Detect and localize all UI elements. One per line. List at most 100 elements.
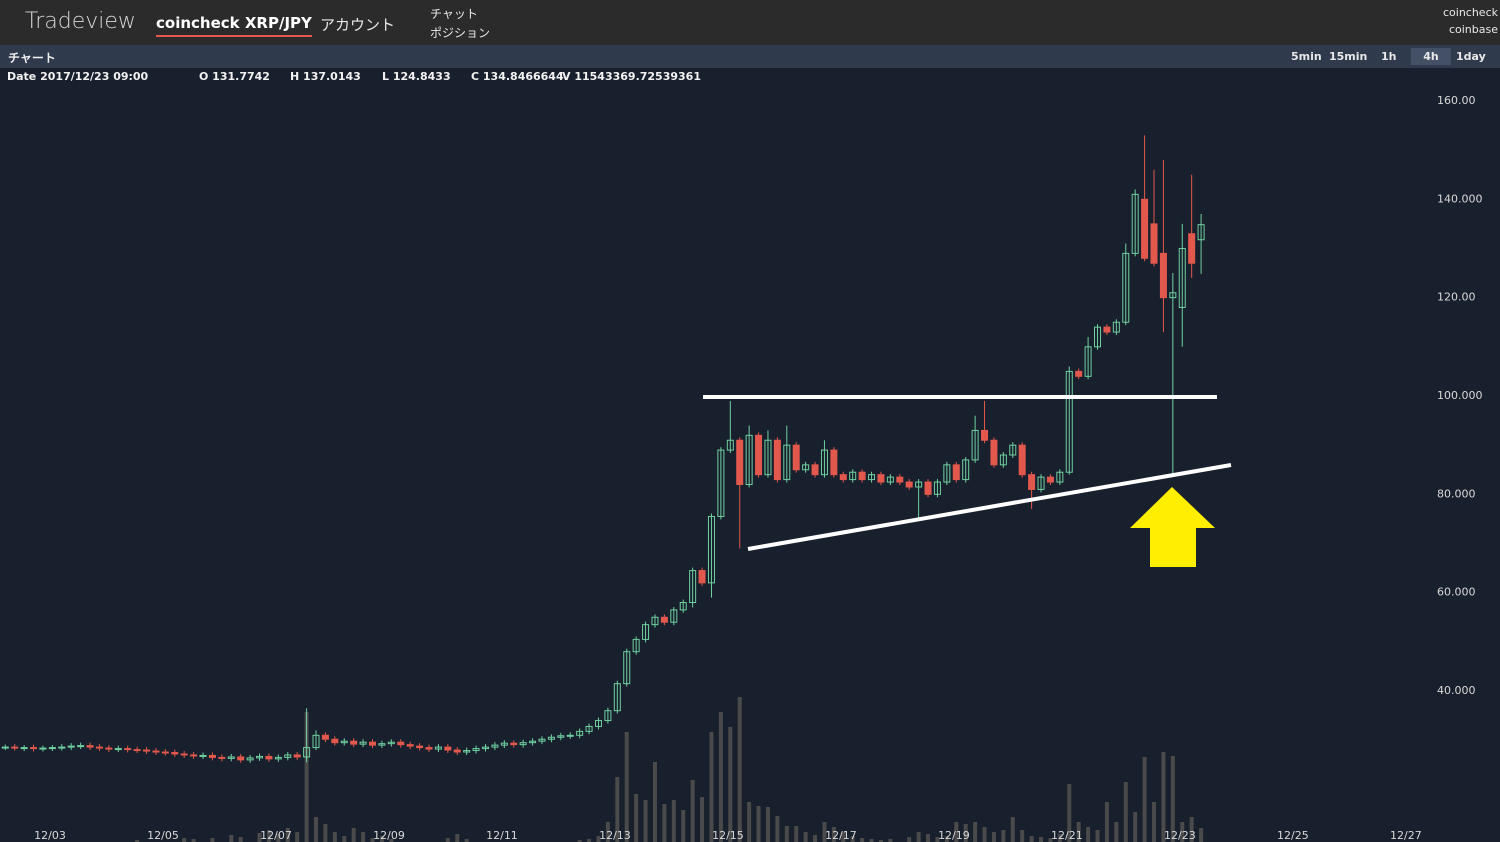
candle-body xyxy=(1103,326,1111,333)
volume-bar xyxy=(888,839,893,842)
account-tab[interactable]: アカウント xyxy=(320,16,396,34)
candle-body xyxy=(1018,444,1026,476)
candle-body xyxy=(199,754,207,757)
candle-body xyxy=(905,481,913,488)
candle-layer xyxy=(1,135,1205,763)
candle-body xyxy=(1150,223,1158,264)
volume-bar xyxy=(860,838,865,842)
volume-bar xyxy=(1104,802,1109,842)
candle-body xyxy=(378,743,386,746)
candle-body xyxy=(604,710,612,722)
candle-body xyxy=(642,624,650,640)
candle-body xyxy=(1046,476,1054,483)
candle-body xyxy=(557,735,565,738)
axis-layer: 40.000 60.000 80.000 100.000 120.00 140.000 16… xyxy=(34,94,1482,842)
candle-body xyxy=(77,745,85,748)
candle-body xyxy=(849,471,857,481)
candle-body xyxy=(952,464,960,481)
volume-bar xyxy=(700,797,705,842)
menu-item[interactable]: ポジション xyxy=(430,26,491,40)
support-line xyxy=(747,463,1232,551)
volume-bar xyxy=(615,777,620,842)
candle-body xyxy=(190,754,198,757)
interval-button[interactable]: 4h xyxy=(1411,48,1451,65)
y-tick-label: 100.000 xyxy=(1437,389,1483,402)
volume-bar xyxy=(1199,828,1204,842)
volume-bar xyxy=(690,780,695,842)
candle-body xyxy=(95,746,103,749)
volume-bar xyxy=(991,832,996,842)
volume-bar xyxy=(1114,822,1119,842)
candle-body xyxy=(679,602,687,611)
volume-bar xyxy=(634,794,639,842)
volume-bar xyxy=(238,837,243,842)
candle-body xyxy=(990,439,998,466)
volume-bar xyxy=(643,800,648,842)
interval-button[interactable]: 15min xyxy=(1329,50,1368,63)
candle-body xyxy=(943,464,951,483)
candle-body xyxy=(425,747,433,750)
info-open: O 131.7742 xyxy=(199,70,270,83)
volume-layer xyxy=(135,697,1204,842)
candle-body xyxy=(472,748,480,752)
top-bar: Tradeview coincheck XRP/JPY アカウント チャット ポ… xyxy=(0,0,1500,45)
candle-body xyxy=(369,741,377,746)
logo[interactable]: Tradeview xyxy=(25,9,136,34)
interval-button[interactable]: 1h xyxy=(1381,50,1397,63)
volume-bar xyxy=(351,828,356,842)
volume-bar xyxy=(1048,838,1053,842)
candle-body xyxy=(171,752,179,755)
volume-bar xyxy=(191,839,196,842)
candle-body xyxy=(30,747,38,750)
chart-toolbar: チャート 5min 15min 1h 4h 1day xyxy=(0,45,1500,68)
candle-body xyxy=(924,481,932,495)
volume-bar xyxy=(1076,822,1081,842)
candle-body xyxy=(444,746,452,751)
candle-body xyxy=(1197,224,1205,241)
candle-body xyxy=(246,757,254,761)
interval-button[interactable]: 1day xyxy=(1456,50,1486,63)
volume-bar xyxy=(671,800,676,842)
volume-bar xyxy=(295,832,300,842)
candle-body xyxy=(284,754,292,758)
interval-button[interactable]: 5min xyxy=(1291,50,1322,63)
exchange[interactable]: coinbase xyxy=(1448,23,1498,36)
volume-bar xyxy=(276,834,281,842)
volume-bar xyxy=(813,835,818,842)
candle-body xyxy=(143,749,151,752)
x-tick-label: 12/17 xyxy=(825,829,857,842)
candle-body xyxy=(1159,252,1167,299)
candle-body xyxy=(312,734,320,749)
exchange[interactable]: coincheck xyxy=(1442,6,1498,19)
volume-bar xyxy=(1123,782,1128,842)
volume-bar xyxy=(266,830,271,842)
candle-body xyxy=(623,651,631,685)
volume-bar xyxy=(747,802,752,842)
volume-bar xyxy=(314,817,319,842)
candle-body xyxy=(1028,474,1036,490)
candle-body xyxy=(453,749,461,753)
volume-bar xyxy=(662,804,667,842)
y-tick-label: 60.000 xyxy=(1437,586,1476,599)
candle-body xyxy=(256,755,264,759)
candle-body xyxy=(218,756,226,759)
candle-body xyxy=(585,725,593,732)
candle-body xyxy=(434,746,442,750)
volume-bar xyxy=(944,836,949,842)
candle-body xyxy=(877,474,885,483)
volume-bar xyxy=(323,824,328,842)
info-date: Date 2017/12/23 09:00 xyxy=(7,70,149,83)
menu-item[interactable]: チャット xyxy=(430,7,478,21)
candle-body xyxy=(999,454,1007,466)
candle-body xyxy=(594,720,602,727)
volume-bar xyxy=(728,727,733,842)
info-low: L 124.8433 xyxy=(382,70,451,83)
y-tick-label: 140.000 xyxy=(1437,192,1483,205)
candle-body xyxy=(660,616,668,623)
volume-bar xyxy=(973,822,978,842)
candle-body xyxy=(491,744,499,748)
candle-body xyxy=(208,754,216,758)
pair-tab[interactable]: coincheck XRP/JPY xyxy=(156,14,312,37)
volume-bar xyxy=(784,826,789,842)
